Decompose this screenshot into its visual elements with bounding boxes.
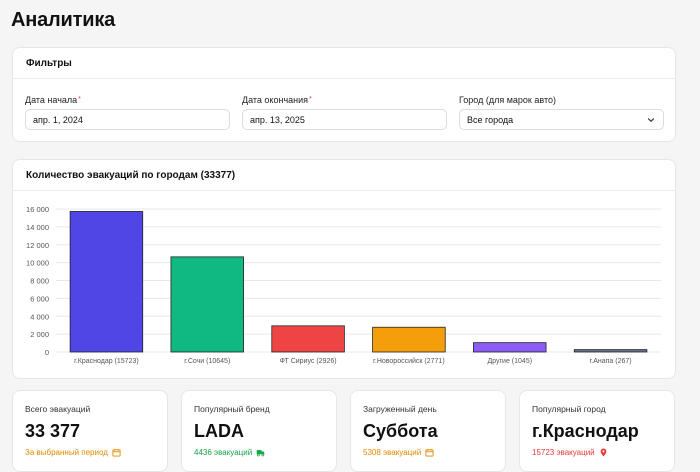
bar bbox=[473, 342, 547, 353]
y-tick-label: 0 bbox=[45, 348, 49, 357]
bar-chart: 0 2 000 4 000 6 000 8 000 10 000 12 000 14 000 1… bbox=[26, 205, 661, 365]
kpi-total-evacuations: Всего эвакуаций 33 377 За выбранный пери… bbox=[12, 390, 168, 472]
kpi-sub: За выбранный период bbox=[25, 447, 108, 457]
city-select[interactable]: Все города bbox=[459, 109, 664, 130]
kpi-value: 33 377 bbox=[25, 421, 81, 441]
page-title: Аналитика bbox=[11, 9, 116, 31]
y-tick-label: 10 000 bbox=[26, 259, 49, 268]
y-tick-label: 2 000 bbox=[30, 330, 49, 339]
y-tick-label: 12 000 bbox=[26, 241, 49, 250]
kpi-value: г.Краснодар bbox=[532, 421, 639, 441]
kpi-sub: 4436 эвакуаций bbox=[194, 447, 253, 457]
map-pin-icon bbox=[600, 448, 607, 456]
kpi-label: Популярный город bbox=[532, 404, 606, 414]
y-tick-label: 16 000 bbox=[26, 205, 49, 214]
y-tick-label: 6 000 bbox=[30, 294, 49, 303]
bar bbox=[372, 326, 446, 353]
x-tick-label: г.Новороссийск (2771) bbox=[373, 357, 444, 365]
kpi-busiest-day: Загруженный день Суббота 5308 эвакуаций bbox=[350, 390, 506, 472]
required-mark: * bbox=[309, 96, 312, 103]
bar bbox=[271, 325, 345, 353]
start-date-value: апр. 1, 2024 bbox=[33, 114, 83, 125]
end-date-input[interactable]: апр. 13, 2025 bbox=[242, 109, 447, 130]
start-date-input[interactable]: апр. 1, 2024 bbox=[25, 109, 230, 130]
kpi-popular-brand: Популярный бренд LADA 4436 эвакуаций bbox=[181, 390, 337, 472]
end-date-value: апр. 13, 2025 bbox=[250, 114, 305, 125]
kpi-value: Суббота bbox=[363, 421, 438, 441]
kpi-sub: 5308 эвакуаций bbox=[363, 447, 422, 457]
bar bbox=[170, 256, 244, 353]
x-tick-label: ФТ Сириус (2926) bbox=[280, 358, 337, 365]
filters-title: Фильтры bbox=[13, 48, 675, 79]
chart-card: Количество эвакуаций по городам (33377) … bbox=[12, 159, 676, 379]
city-field: Город (для марок авто) Все города bbox=[459, 94, 664, 130]
x-tick-label: г.Анапа (267) bbox=[590, 358, 632, 365]
bar bbox=[573, 349, 648, 353]
bar bbox=[69, 211, 144, 353]
chart-title: Количество эвакуаций по городам (33377) bbox=[13, 160, 675, 191]
x-tick-label: г.Краснодар (15723) bbox=[74, 358, 139, 365]
truck-icon bbox=[256, 449, 265, 456]
required-mark: * bbox=[78, 96, 81, 103]
kpi-label: Загруженный день bbox=[363, 404, 437, 414]
kpi-sub: 15723 эвакуаций bbox=[532, 447, 595, 457]
calendar-icon bbox=[112, 448, 121, 457]
filters-card: Фильтры Дата начала* апр. 1, 2024 Дата о… bbox=[12, 47, 676, 142]
y-tick-label: 4 000 bbox=[30, 312, 49, 321]
y-tick-label: 14 000 bbox=[26, 223, 49, 232]
y-tick-label: 8 000 bbox=[30, 277, 49, 286]
calendar-icon bbox=[425, 448, 434, 457]
kpi-popular-city: Популярный город г.Краснодар 15723 эваку… bbox=[519, 390, 675, 472]
kpi-label: Всего эвакуаций bbox=[25, 404, 91, 414]
city-select-value: Все города bbox=[467, 114, 514, 125]
city-label: Город (для марок авто) bbox=[459, 95, 556, 105]
x-tick-label: г.Сочи (10645) bbox=[184, 358, 230, 365]
start-date-label: Дата начала bbox=[25, 95, 78, 105]
start-date-field: Дата начала* апр. 1, 2024 bbox=[25, 94, 230, 130]
kpi-value: LADA bbox=[194, 421, 244, 441]
x-tick-label: Другие (1045) bbox=[487, 358, 532, 365]
chevron-down-icon bbox=[647, 117, 655, 122]
end-date-label: Дата окончания bbox=[242, 95, 309, 105]
kpi-label: Популярный бренд bbox=[194, 404, 270, 414]
end-date-field: Дата окончания* апр. 13, 2025 bbox=[242, 94, 447, 130]
